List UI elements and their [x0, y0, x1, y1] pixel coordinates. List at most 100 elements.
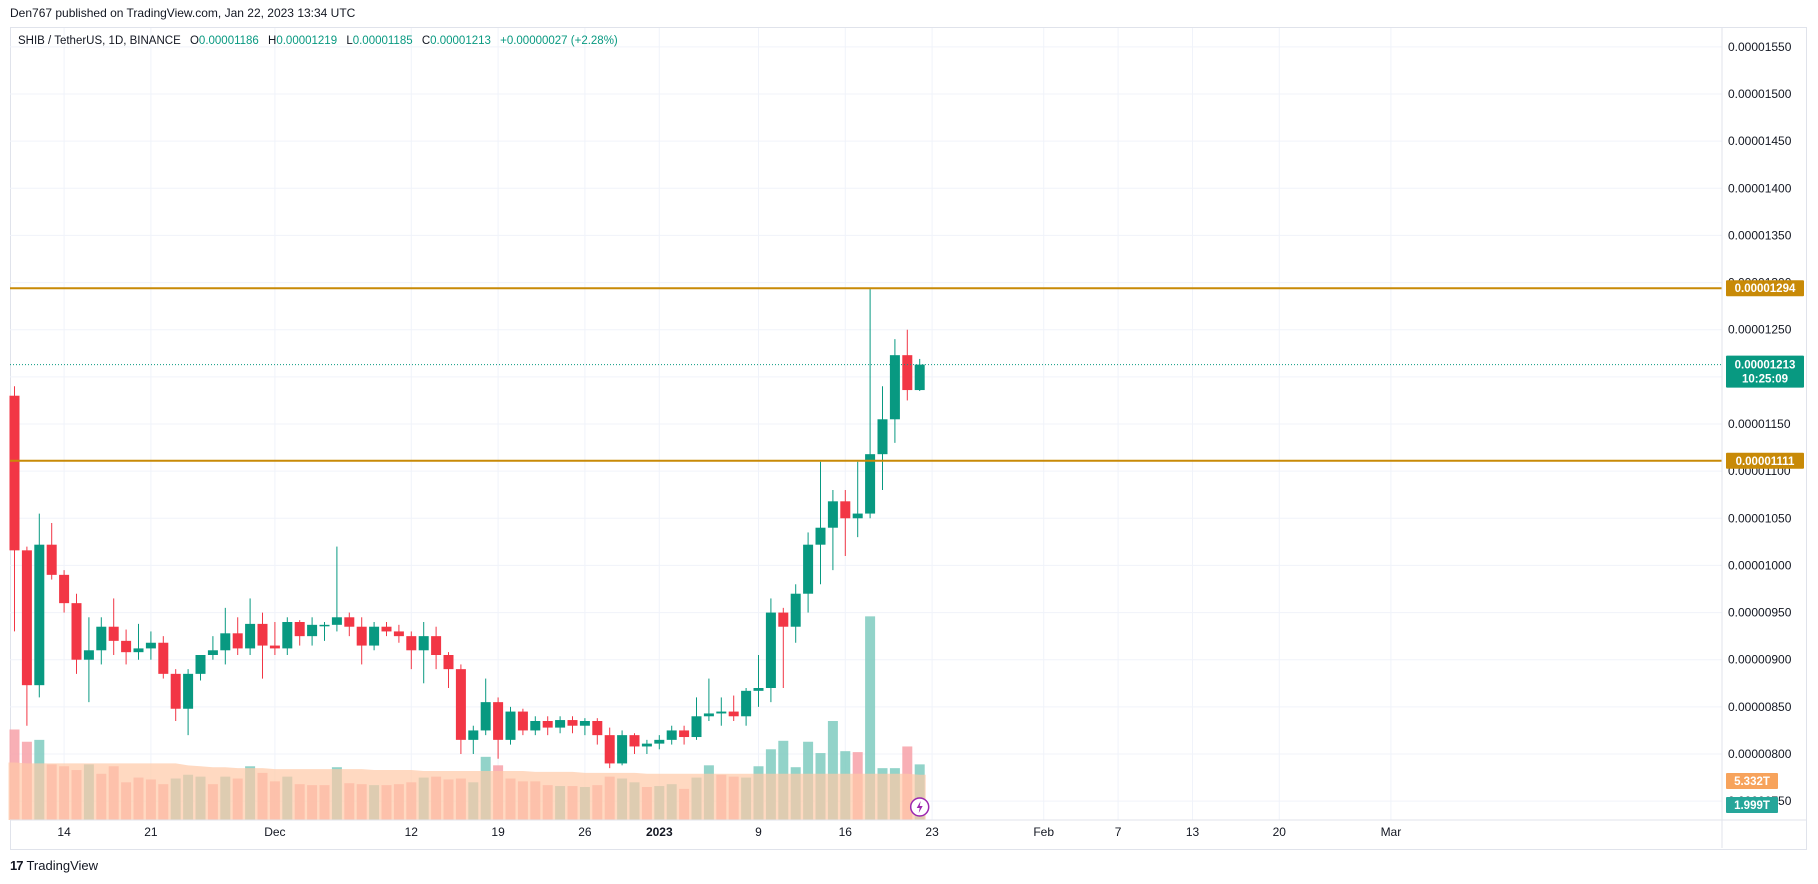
- x-tick-label: 20: [1273, 825, 1287, 839]
- x-tick-label: Mar: [1381, 825, 1402, 839]
- candle-body: [579, 721, 590, 726]
- candle-body: [356, 626, 367, 646]
- y-tick-label: 0.00001500: [1728, 87, 1792, 101]
- candle-body: [765, 612, 776, 688]
- publish-info: Den767 published on TradingView.com, Jan…: [10, 6, 356, 20]
- candle-body: [778, 612, 789, 627]
- x-tick-label: 16: [839, 825, 853, 839]
- x-tick-label: 7: [1115, 825, 1122, 839]
- candle-body: [431, 636, 442, 655]
- candle-body: [108, 626, 119, 641]
- y-tick-label: 0.00001050: [1728, 511, 1792, 525]
- candle-body: [121, 640, 132, 653]
- candle-body: [158, 642, 169, 674]
- candle-body: [877, 419, 888, 455]
- candle-body: [406, 636, 417, 651]
- candle-body: [83, 650, 94, 660]
- candle-body: [468, 730, 479, 740]
- candle-body: [555, 720, 566, 728]
- candle-body: [96, 626, 107, 651]
- candle-body: [803, 544, 814, 594]
- candle-body: [307, 624, 318, 637]
- candle-body: [505, 711, 516, 740]
- x-tick-label: 26: [578, 825, 592, 839]
- candle-body: [220, 633, 231, 651]
- candle-body: [331, 617, 342, 625]
- candle-body: [245, 623, 256, 649]
- candle-body: [827, 501, 838, 528]
- y-tick-label: 0.00001350: [1728, 228, 1792, 242]
- y-tick-label: 0.00001000: [1728, 558, 1792, 572]
- level-price-tag: [1726, 280, 1804, 297]
- y-tick-label: 0.00001450: [1728, 134, 1792, 148]
- candle-body: [567, 720, 578, 726]
- candle-body: [170, 673, 181, 709]
- x-tick-label: 23: [925, 825, 939, 839]
- current-price-tag: [1726, 355, 1804, 388]
- x-tick-label: 2023: [646, 825, 673, 839]
- volume-bar: [827, 721, 838, 820]
- volume-ma-area: [8, 762, 926, 820]
- candle-body: [641, 743, 652, 747]
- candle-body: [418, 636, 429, 651]
- x-tick-label: 14: [57, 825, 71, 839]
- candle-body: [728, 711, 739, 717]
- candle-body: [71, 603, 82, 660]
- candle-body: [145, 642, 156, 649]
- countdown-label: 10:25:09: [1742, 374, 1788, 386]
- low-value: 0.00001185: [352, 35, 413, 47]
- candle-body: [617, 735, 628, 764]
- candle-body: [133, 648, 144, 653]
- open-value: 0.00001186: [198, 35, 259, 47]
- candle-body: [517, 711, 528, 731]
- high-value: 0.00001219: [276, 35, 338, 47]
- candle-body: [381, 626, 392, 632]
- volume-value-tag: [1726, 797, 1778, 813]
- open-key: O: [189, 35, 199, 47]
- level-price-tag-label: 0.00001294: [1735, 283, 1796, 295]
- y-tick-label: 0.00000800: [1728, 747, 1792, 761]
- candle-body: [480, 702, 491, 731]
- candle-body: [294, 622, 305, 637]
- candle-body: [183, 673, 194, 709]
- lightning-bolt-icon: [916, 801, 923, 813]
- candle-body: [741, 690, 752, 717]
- level-price-tag: [1726, 452, 1804, 469]
- x-tick-label: 19: [491, 825, 505, 839]
- candle-body: [344, 617, 355, 627]
- symbol-label: SHIB / TetherUS, 1D, BINANCE: [18, 35, 181, 47]
- close-value: 0.00001213: [430, 35, 491, 47]
- high-key: H: [268, 35, 277, 47]
- candle-body: [530, 721, 541, 731]
- current-price-tag-label: 0.00001213: [1735, 360, 1796, 372]
- footer-brand: 17 TradingView: [10, 858, 98, 873]
- candle-body: [889, 355, 900, 420]
- candle-body: [59, 574, 70, 604]
- candle-body: [902, 355, 913, 391]
- candle-body: [269, 645, 280, 649]
- y-tick-label: 0.00000850: [1728, 700, 1792, 714]
- candle-body: [629, 735, 640, 747]
- candle-body: [716, 711, 727, 714]
- x-tick-label: 21: [144, 825, 158, 839]
- candle-body: [232, 633, 243, 649]
- candle-body: [691, 716, 702, 738]
- candle-body: [914, 364, 925, 391]
- y-tick-label: 0.00001250: [1728, 323, 1792, 337]
- candle-body: [592, 721, 603, 736]
- volume-value-tag-label: 5.332T: [1734, 776, 1770, 788]
- x-tick-label: 13: [1186, 825, 1200, 839]
- candle-body: [654, 739, 665, 744]
- candle-body: [207, 650, 218, 655]
- candle-body: [369, 626, 380, 646]
- candle-body: [443, 655, 454, 670]
- candle-body: [703, 713, 714, 717]
- tradingview-logo-icon: 17: [10, 858, 24, 873]
- candle-body: [753, 688, 764, 691]
- candle-body: [393, 631, 404, 637]
- low-key: L: [346, 35, 353, 47]
- volume-value-tag-label: 1.999T: [1734, 800, 1770, 812]
- candle-body: [865, 454, 876, 514]
- change-value: +0.00000027 (+2.28%): [500, 35, 618, 47]
